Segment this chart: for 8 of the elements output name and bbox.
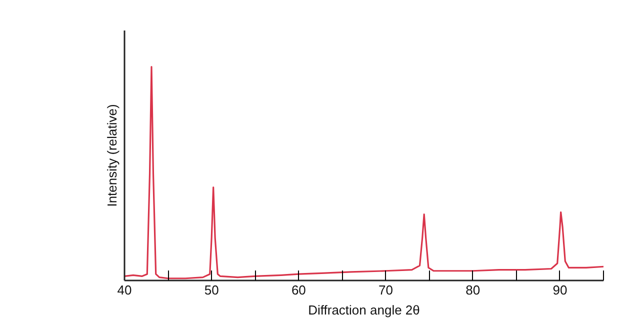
y-axis-title: Intensity (relative) [104, 104, 120, 207]
x-tick-label: 90 [552, 282, 568, 298]
x-tick-label: 80 [466, 282, 480, 298]
x-tick-label: 70 [378, 282, 394, 298]
x-tick-label: 40 [117, 282, 132, 298]
x-tick-label: 60 [291, 282, 306, 298]
x-axis-title: Diffraction angle 2θ [308, 302, 420, 318]
x-tick-label: 50 [204, 282, 219, 298]
